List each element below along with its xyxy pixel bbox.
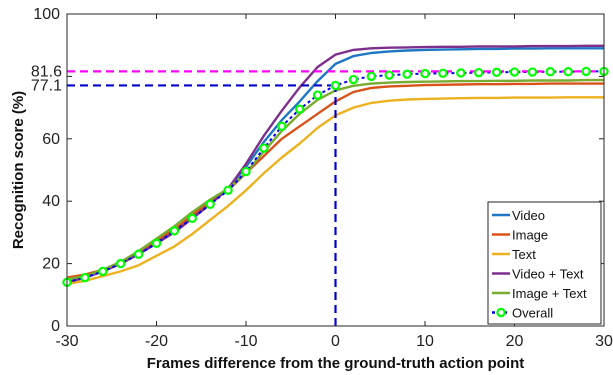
- overall-point: [277, 121, 287, 132]
- overall-point: [509, 67, 520, 77]
- legend-label-image-text: Image + Text: [512, 286, 587, 301]
- overall-point: [115, 258, 126, 269]
- overall-point: [366, 71, 376, 82]
- overall-point: [295, 104, 305, 114]
- reference-label-81-6: 81.6: [31, 63, 62, 80]
- reference-label-77-1: 77.1: [31, 77, 62, 94]
- overall-point: [438, 68, 448, 78]
- y-tick-label: 40: [42, 193, 60, 210]
- overall-point: [384, 70, 394, 80]
- y-tick-label: 0: [51, 318, 60, 335]
- tick-labels: 81.677.1 -30 -20 -10 0 10 20 30 0 20 40 60 100: [31, 6, 613, 350]
- x-tick-label: -20: [145, 333, 168, 350]
- x-tick-label: 20: [506, 333, 524, 350]
- y-tick-label: 100: [33, 6, 60, 23]
- x-tick-label: -10: [234, 333, 257, 350]
- overall-point: [420, 68, 430, 79]
- overall-point: [98, 266, 108, 277]
- overall-point: [312, 90, 323, 100]
- x-tick-label: 10: [416, 333, 434, 350]
- overall-point: [259, 143, 269, 153]
- overall-point: [330, 80, 341, 91]
- overall-point: [151, 238, 162, 249]
- overall-point: [474, 67, 484, 78]
- overall-point: [545, 67, 556, 77]
- overall-point: [456, 68, 466, 78]
- x-tick-label: -30: [55, 333, 78, 350]
- overall-point: [527, 67, 538, 77]
- axes: [66, 13, 605, 327]
- overall-point: [133, 249, 144, 259]
- overall-point: [169, 226, 180, 236]
- overall-point: [348, 74, 359, 85]
- overall-point: [491, 67, 502, 78]
- overall-point: [205, 199, 215, 210]
- y-tick-label: 60: [42, 131, 60, 148]
- overall-point: [563, 67, 573, 77]
- overall-markers: [62, 66, 609, 288]
- overall-point: [581, 66, 591, 77]
- legend-label-video-text: Video + Text: [512, 267, 584, 282]
- y-tick-label: 20: [42, 256, 60, 273]
- legend-label-image: Image: [512, 228, 548, 243]
- legend-label-text: Text: [512, 247, 536, 262]
- x-tick-label: 30: [595, 333, 613, 350]
- overall-point: [241, 166, 251, 177]
- legend-box: [487, 201, 602, 325]
- legend-label-overall: Overall: [512, 306, 553, 321]
- legend-marker-overall: [496, 307, 506, 318]
- overall-point: [80, 272, 90, 283]
- legend: Video Image Text Video + Text Image + Text Ov…: [487, 201, 602, 325]
- y-axis-title: Recognition score (%): [10, 91, 27, 249]
- overall-point: [187, 213, 197, 224]
- legend-label-video: Video: [512, 208, 545, 223]
- x-axis-title: Frames difference from the ground-truth …: [147, 355, 525, 372]
- x-tick-label: 0: [331, 333, 340, 350]
- overall-point: [402, 69, 412, 79]
- overall-point: [223, 185, 233, 195]
